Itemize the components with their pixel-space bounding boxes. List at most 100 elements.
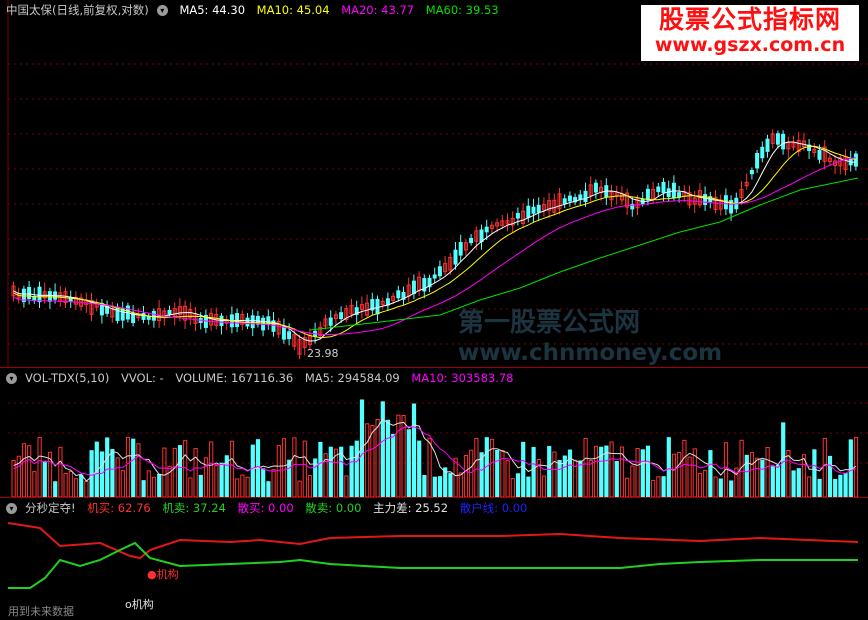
chevron-down-icon[interactable]: ▾ [156, 5, 168, 16]
volume-bar [593, 445, 599, 498]
candle-body [458, 242, 463, 256]
sanhu-value: 散户线: 0.00 [459, 501, 528, 515]
volume-bar [131, 438, 136, 498]
volume-bar [796, 468, 801, 498]
volume-bar [229, 440, 235, 498]
candle-body [781, 133, 786, 150]
candle-body [729, 200, 734, 214]
candle-body [427, 277, 432, 288]
price-chart-canvas[interactable] [0, 0, 868, 367]
candle-body [396, 290, 401, 299]
volume-bar [697, 472, 703, 498]
candle-body [796, 139, 801, 152]
volume-bar [505, 460, 510, 498]
zhuli-value: 主力差: 25.52 [373, 501, 449, 515]
volume-bar [68, 470, 73, 498]
site-logo: 股票公式指标网 www.gszx.com.cn [641, 5, 859, 61]
volume-bar [448, 473, 453, 498]
volume-bar [318, 441, 323, 498]
volume-bar [276, 445, 281, 498]
volume-bar [635, 448, 640, 498]
candle-body [827, 157, 832, 163]
indicator-panel[interactable]: ▾ 分秒定夺! 机买: 62.76 机卖: 37.24 散买: 0.00 散卖: … [0, 497, 868, 620]
candle-body [521, 210, 526, 224]
volume-bar [219, 462, 224, 498]
volume-bar [567, 449, 573, 498]
candle-body [63, 291, 68, 304]
volume-bar [671, 453, 677, 498]
candle-body [786, 142, 791, 150]
chevron-down-icon[interactable]: ▾ [6, 373, 17, 384]
price-chart-panel[interactable]: 中国太保(日线,前复权,对数) ▾ MA5: 44.30 MA10: 45.04 … [0, 0, 868, 367]
volume-bar [203, 457, 209, 498]
volume-bar [812, 449, 817, 498]
volume-bar [775, 464, 781, 498]
vol-ma10-value: MA10: 303583.78 [411, 371, 514, 385]
candle-body [489, 224, 494, 229]
candle-body [437, 266, 442, 277]
candle-body [250, 315, 255, 329]
volume-bar [729, 480, 734, 498]
volume-bar [630, 465, 635, 498]
candle-body [812, 148, 817, 153]
candle-body [73, 296, 78, 305]
indicator-canvas[interactable] [0, 498, 868, 620]
volume-bar [359, 399, 365, 498]
volume-bar [177, 445, 183, 498]
volume-bar [375, 418, 380, 498]
candle-body [578, 194, 583, 200]
volume-header: ▾ VOL-TDX(5,10) VVOL: - VOLUME: 167116.36… [6, 370, 522, 386]
vvol-value: VVOL: - [121, 371, 164, 385]
chevron-down-icon[interactable]: ▾ [6, 503, 17, 514]
volume-bar [541, 475, 547, 498]
volume-bar [391, 433, 396, 498]
candle-body [630, 203, 635, 210]
candle-body [703, 194, 708, 206]
volume-bar [354, 440, 359, 498]
candle-body [89, 299, 94, 315]
candle-body [339, 312, 344, 320]
volume-bar [281, 438, 287, 498]
candle-body [292, 334, 297, 347]
jimai2-line [8, 541, 858, 589]
volume-bar [297, 480, 302, 498]
candle-body [775, 133, 780, 145]
volume-bar [526, 476, 531, 498]
candle-body [27, 286, 32, 300]
candle-body [328, 317, 333, 326]
volume-bar [172, 447, 177, 498]
volume-chart-canvas[interactable] [0, 368, 868, 498]
candle-body [281, 326, 286, 340]
candle-body [484, 226, 489, 233]
volume-bar [151, 476, 157, 498]
volume-bar [791, 470, 796, 498]
candle-body [593, 182, 598, 193]
volume-value: VOLUME: 167116.36 [175, 371, 294, 385]
volume-bar [515, 473, 521, 498]
volume-bar [53, 481, 58, 498]
volume-bar [125, 436, 131, 498]
candle-body [354, 307, 359, 315]
volume-bar [261, 468, 266, 498]
candle-body [625, 192, 630, 208]
volume-bar [427, 437, 432, 498]
volume-bar [380, 401, 385, 498]
candle-body [411, 280, 416, 295]
volume-bar [58, 446, 63, 498]
volume-bar [302, 440, 307, 498]
candle-body [120, 308, 125, 321]
candle-body [297, 339, 302, 355]
volume-bar [32, 471, 37, 498]
volume-bar [765, 447, 770, 498]
volume-chart-panel[interactable]: ▾ VOL-TDX(5,10) VVOL: - VOLUME: 167116.36… [0, 367, 868, 498]
candle-body [463, 242, 468, 251]
volume-bar [557, 459, 562, 498]
volume-bar [266, 481, 271, 498]
signal-red-label: ●机构 [147, 568, 179, 581]
volume-bar [47, 451, 53, 498]
volume-bar [708, 450, 713, 498]
volume-bar [344, 475, 349, 498]
sanmai-value: 散买: 0.00 [237, 501, 294, 515]
candle-body [547, 200, 552, 211]
candle-body [443, 263, 448, 273]
